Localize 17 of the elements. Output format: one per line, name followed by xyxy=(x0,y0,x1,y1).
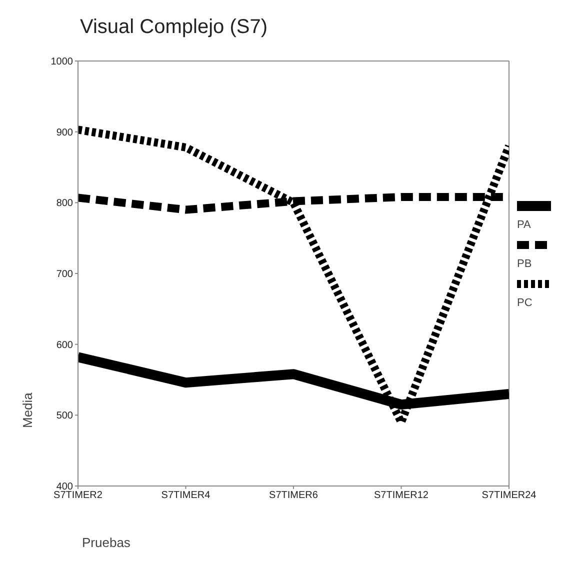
x-tick-label: S7TIMER6 xyxy=(269,490,318,502)
y-tick-label: 700 xyxy=(56,269,74,280)
x-tick-label: S7TIMER24 xyxy=(482,490,537,502)
x-tick-label: S7TIMER12 xyxy=(374,490,429,502)
legend-label: PC xyxy=(517,296,534,308)
y-axis-title: Media xyxy=(20,392,35,428)
x-axis-title: Pruebas xyxy=(82,535,130,550)
x-tick-label: S7TIMER2 xyxy=(54,490,103,502)
y-tick-label: 500 xyxy=(56,410,74,422)
legend-label: PB xyxy=(517,258,533,270)
y-tick-label: 1000 xyxy=(50,56,74,68)
chart-title: Visual Complejo (S7) xyxy=(80,16,268,39)
y-tick-label: 600 xyxy=(56,340,74,351)
legend-label: PA xyxy=(517,218,532,230)
x-tick-label: S7TIMER4 xyxy=(161,490,211,502)
y-tick-label: 900 xyxy=(56,127,74,138)
y-tick-label: 800 xyxy=(56,198,74,210)
